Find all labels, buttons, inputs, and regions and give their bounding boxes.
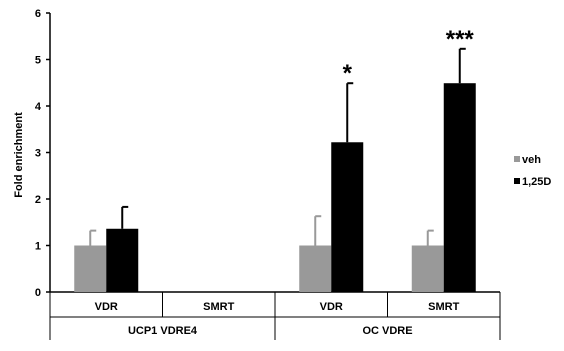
category-label: SMRT	[428, 301, 459, 313]
y-tick-label: 4	[35, 101, 42, 113]
significance-label: *	[343, 60, 353, 87]
category-label: SMRT	[203, 301, 234, 313]
group-label: UCP1 VDRE4	[128, 325, 198, 337]
group-label: OC VDRE	[362, 325, 412, 337]
category-label: VDR	[320, 301, 343, 313]
bar-veh-3	[411, 245, 444, 292]
y-tick-label: 0	[35, 287, 41, 299]
y-axis-title: Fold enrichment	[13, 112, 25, 198]
y-tick-label: 3	[35, 148, 41, 160]
legend-label: 1,25D	[522, 176, 551, 188]
y-tick-label: 6	[35, 8, 41, 20]
category-label: VDR	[95, 301, 118, 313]
y-tick-label: 1	[35, 241, 41, 253]
significance-label: ***	[446, 26, 475, 53]
legend-swatch	[514, 156, 520, 162]
bar-125D-3	[443, 83, 476, 292]
y-tick-label: 5	[35, 55, 41, 67]
bar-veh-0	[74, 245, 107, 292]
y-tick-label: 2	[35, 194, 41, 206]
bar-125D-0	[106, 228, 139, 292]
legend-swatch	[514, 178, 520, 184]
legend-label: veh	[522, 154, 541, 166]
bar-125D-2	[331, 142, 364, 292]
bar-veh-2	[299, 245, 332, 292]
